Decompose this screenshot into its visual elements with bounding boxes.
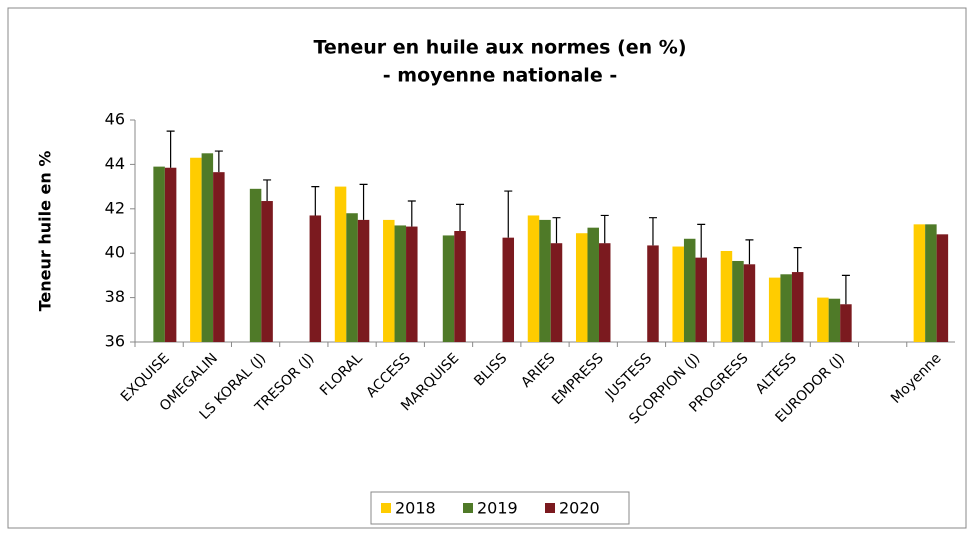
bar	[647, 245, 659, 342]
bar	[683, 238, 696, 342]
bar	[695, 257, 707, 342]
y-tick-label: 36	[105, 332, 125, 351]
legend-label: 2019	[477, 499, 518, 518]
bar	[249, 188, 262, 342]
y-tick-label: 46	[105, 110, 125, 129]
error-bar	[214, 150, 223, 173]
bar	[261, 201, 273, 342]
error-bar	[456, 203, 465, 231]
bar	[442, 235, 455, 342]
legend-box	[370, 491, 630, 525]
bar	[190, 157, 202, 342]
y-tick-label: 38	[105, 287, 125, 306]
bar	[164, 167, 177, 342]
bar	[213, 172, 225, 342]
bar	[672, 246, 684, 342]
error-bar	[841, 274, 850, 305]
bar	[550, 243, 563, 342]
bar	[743, 264, 756, 342]
bar	[732, 260, 744, 342]
bar	[357, 219, 370, 342]
error-bar	[311, 186, 320, 216]
legend-label: 2020	[559, 499, 600, 518]
bar	[502, 237, 515, 342]
bar	[406, 226, 418, 342]
error-bar	[166, 130, 175, 168]
bar	[587, 227, 599, 342]
error-bar	[745, 239, 754, 265]
error-bar	[407, 200, 416, 227]
bar	[913, 224, 926, 342]
error-bar	[504, 190, 513, 238]
bar	[840, 304, 852, 342]
y-tick-label: 44	[105, 154, 125, 173]
error-bar	[697, 223, 706, 258]
bar	[527, 215, 540, 342]
bar	[828, 298, 841, 342]
bar	[539, 219, 551, 342]
bar	[791, 272, 804, 342]
bar	[768, 277, 781, 342]
bar	[817, 297, 829, 342]
bar	[334, 186, 347, 342]
error-bar	[263, 179, 272, 202]
bar	[925, 224, 937, 342]
error-bar	[359, 183, 368, 220]
error-bar	[793, 247, 802, 273]
error-bar	[552, 217, 561, 244]
bar	[201, 153, 214, 342]
y-axis-label: Teneur huile en %	[36, 151, 55, 312]
bar	[153, 166, 165, 342]
bar	[598, 243, 611, 342]
bar	[394, 225, 407, 342]
legend-swatch	[545, 503, 555, 513]
bar	[936, 234, 949, 342]
error-bar	[600, 214, 609, 244]
bar	[720, 250, 733, 342]
y-tick-label: 42	[105, 198, 125, 217]
bar	[780, 274, 792, 342]
bar	[309, 215, 322, 342]
chart-subtitle: - moyenne nationale -	[383, 65, 617, 87]
bar	[346, 213, 358, 342]
legend-swatch	[381, 503, 391, 513]
bar	[575, 233, 588, 342]
bar	[454, 231, 466, 342]
error-bar	[648, 217, 657, 246]
y-tick-label: 40	[105, 243, 125, 262]
legend-swatch	[463, 503, 473, 513]
bar	[383, 219, 395, 342]
chart-title: Teneur en huile aux normes (en %)	[313, 37, 686, 59]
legend-label: 2018	[395, 499, 436, 518]
